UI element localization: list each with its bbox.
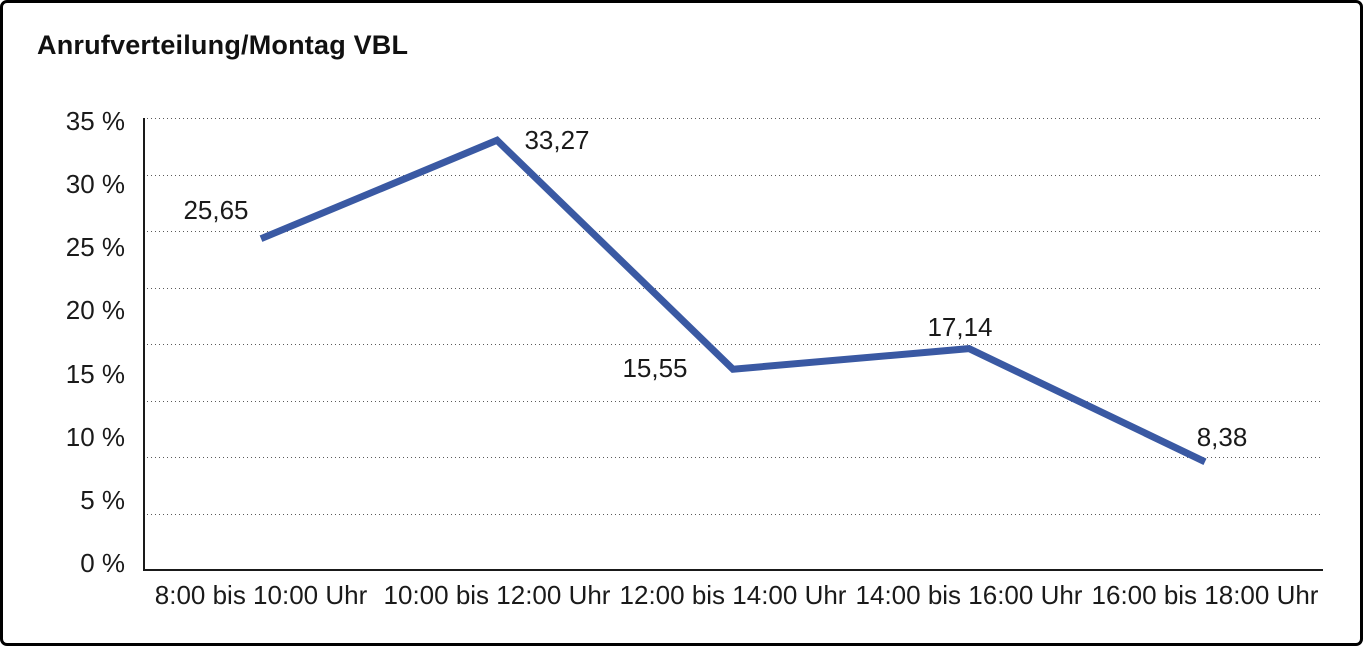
- x-tick-label: 16:00 bis 18:00 Uhr: [1091, 580, 1319, 610]
- y-axis-line: [143, 118, 145, 570]
- x-tick-label: 12:00 bis 14:00 Uhr: [619, 580, 847, 610]
- x-axis-line: [143, 569, 1323, 571]
- y-tick-label: 35 %: [65, 106, 125, 136]
- gridline: [143, 400, 1323, 402]
- gridline: [143, 513, 1323, 515]
- y-tick-label: 20 %: [65, 295, 125, 326]
- x-tick-label: 10:00 bis 12:00 Uhr: [383, 580, 611, 610]
- gridline: [143, 287, 1323, 289]
- gridline: [143, 231, 1323, 232]
- y-tick-label: 0 %: [80, 548, 125, 578]
- data-label: 33,27: [524, 125, 590, 156]
- y-tick-label: 15 %: [65, 358, 125, 389]
- data-label: 8,38: [1196, 421, 1248, 452]
- y-tick-label: 5 %: [80, 484, 125, 515]
- x-tick-label: 8:00 bis 10:00 Uhr: [154, 580, 368, 610]
- gridline: [143, 174, 1323, 176]
- y-tick-label: 25 %: [65, 232, 125, 263]
- data-label: 17,14: [927, 311, 993, 342]
- y-tick-label: 30 %: [65, 169, 125, 200]
- gridline: [143, 457, 1323, 458]
- x-tick-label: 14:00 bis 16:00 Uhr: [855, 580, 1083, 610]
- gridline: [143, 118, 1323, 119]
- plot-area: [143, 118, 1323, 571]
- gridline: [143, 344, 1323, 345]
- data-label: 15,55: [622, 353, 688, 384]
- chart-title: Anrufverteilung/Montag VBL: [37, 30, 409, 60]
- data-label: 25,65: [183, 194, 249, 225]
- data-line: [259, 136, 1207, 465]
- y-tick-label: 10 %: [65, 421, 125, 452]
- line-series-svg: [259, 136, 1207, 465]
